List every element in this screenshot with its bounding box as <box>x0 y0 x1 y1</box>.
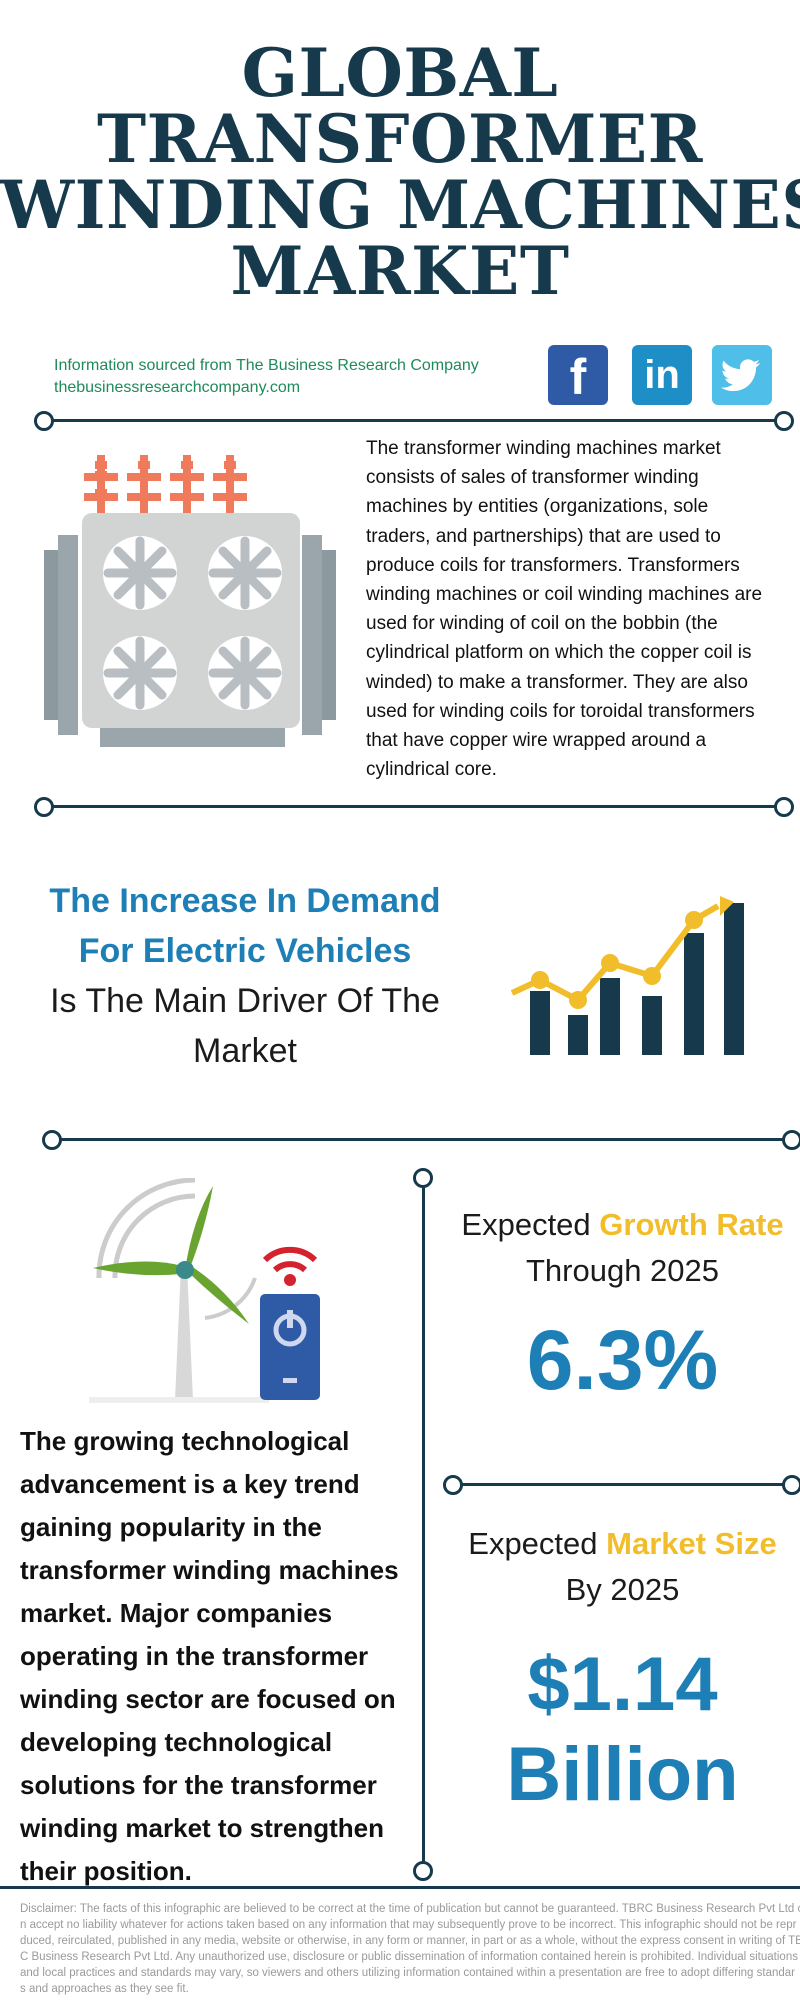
market-description: The transformer winding machines market … <box>366 438 763 781</box>
divider-node <box>443 1475 463 1495</box>
market-size-value: $1.14 <box>527 1642 718 1727</box>
vertical-divider <box>422 1185 425 1866</box>
market-size-period: By 2025 <box>565 1572 680 1607</box>
divider-line <box>52 1138 792 1141</box>
divider-node <box>782 1130 800 1150</box>
divider-node <box>42 1130 62 1150</box>
transformer-icon <box>40 455 350 765</box>
market-size-unit: Billion <box>506 1732 739 1817</box>
divider-node <box>413 1168 433 1188</box>
footer-divider <box>0 1886 800 1889</box>
market-size-highlight: Market Size <box>606 1526 777 1561</box>
disclaimer: Disclaimer: The facts of this infographi… <box>20 1903 800 1995</box>
growth-chart-icon <box>508 888 758 1063</box>
divider-node <box>774 797 794 817</box>
facebook-icon[interactable]: f <box>548 345 608 405</box>
page-title: GLOBAL TRANSFORMER WINDING MACHINES MARK… <box>0 40 800 304</box>
growth-rate-period: Through 2025 <box>525 1253 720 1288</box>
title-line-3: WINDING MACHINES <box>0 166 800 244</box>
title-line-1: GLOBAL <box>241 34 559 112</box>
driver-text-line-3: Is The Main Driver Of The <box>50 982 440 1020</box>
divider-line <box>44 805 784 808</box>
market-size-heading: Expected Market Size <box>468 1526 777 1561</box>
divider-node <box>782 1475 800 1495</box>
divider-node <box>34 411 54 431</box>
growth-rate-value: 6.3% <box>526 1313 719 1407</box>
twitter-icon[interactable] <box>712 345 772 405</box>
source-url-link[interactable]: thebusinessresearchcompany.com <box>54 379 301 396</box>
divider-line <box>458 1483 800 1486</box>
divider-line <box>44 419 784 422</box>
driver-text-line-4: Market <box>193 1032 297 1070</box>
divider-node <box>774 411 794 431</box>
divider-node <box>413 1861 433 1881</box>
source-text: Information sourced from The Business Re… <box>54 357 479 374</box>
wind-turbine-icon <box>85 1177 335 1408</box>
divider-node <box>34 797 54 817</box>
linkedin-icon[interactable]: in <box>632 345 692 405</box>
growth-rate-highlight: Growth Rate <box>599 1207 784 1242</box>
growth-rate-heading: Expected Growth Rate <box>461 1207 784 1242</box>
title-line-2: TRANSFORMER <box>96 100 704 178</box>
trend-paragraph: The growing technological advancement is… <box>20 1426 399 1886</box>
title-line-4: MARKET <box>230 232 570 310</box>
driver-highlight-line-2: For Electric Vehicles <box>78 932 412 970</box>
driver-highlight-line-1: The Increase In Demand <box>49 882 441 920</box>
